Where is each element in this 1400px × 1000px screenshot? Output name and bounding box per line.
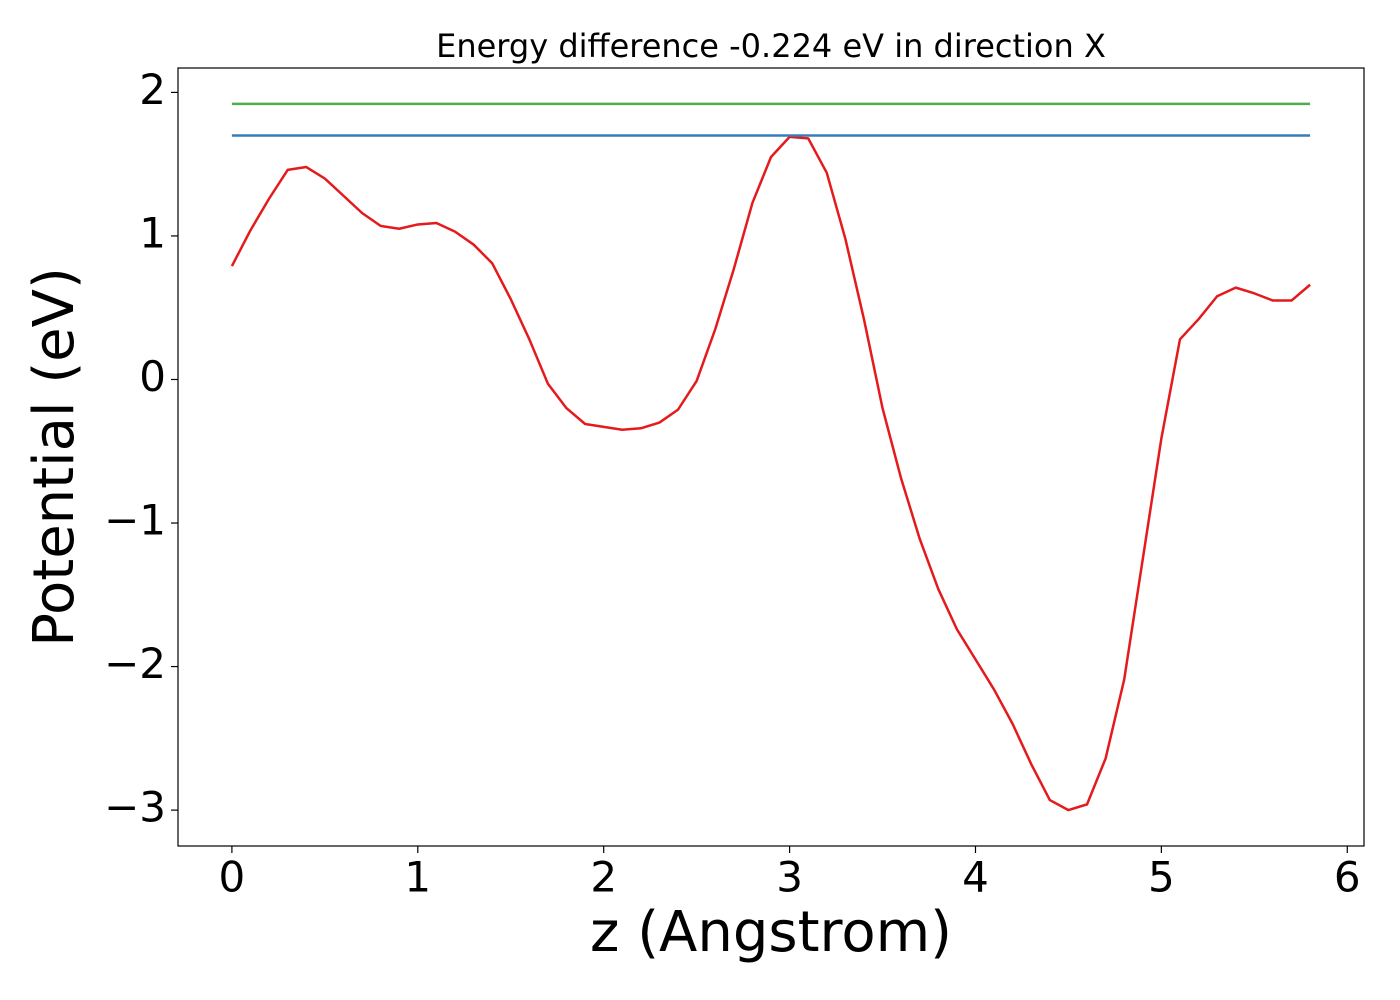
x-tick-label: 6 xyxy=(1334,853,1361,902)
x-axis-label: z (Angstrom) xyxy=(590,900,952,965)
y-tick-label: 1 xyxy=(139,208,166,257)
y-axis-label: Potential (eV) xyxy=(22,267,87,647)
x-tick-label: 1 xyxy=(404,853,431,902)
x-tick-label: 5 xyxy=(1148,853,1175,902)
y-tick-label: −1 xyxy=(104,496,166,545)
x-tick-label: 2 xyxy=(590,853,617,902)
y-tick-label: −2 xyxy=(104,639,166,688)
y-tick-label: 2 xyxy=(139,65,166,114)
x-tick-label: 4 xyxy=(962,853,989,902)
y-tick-label: −3 xyxy=(104,783,166,832)
series-line xyxy=(230,135,1311,812)
x-tick-label: 3 xyxy=(776,853,803,902)
chart-title: Energy difference -0.224 eV in direction… xyxy=(436,27,1106,65)
y-tick-label: 0 xyxy=(139,352,166,401)
plot-frame xyxy=(177,67,1365,847)
x-tick-label: 0 xyxy=(219,853,246,902)
